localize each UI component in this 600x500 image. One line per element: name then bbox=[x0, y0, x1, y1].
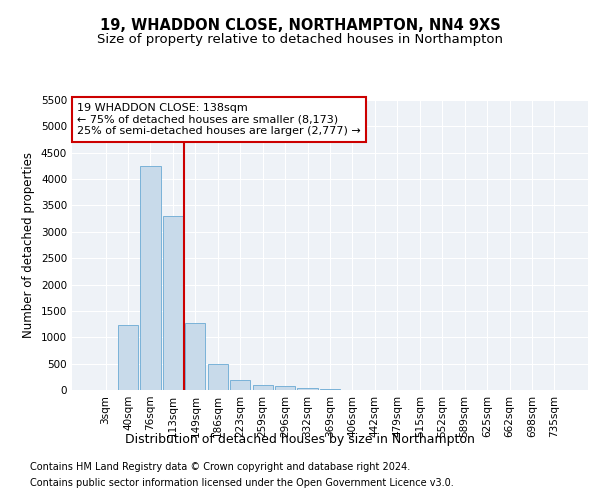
Text: Contains public sector information licensed under the Open Government Licence v3: Contains public sector information licen… bbox=[30, 478, 454, 488]
Bar bbox=[275, 386, 295, 390]
Y-axis label: Number of detached properties: Number of detached properties bbox=[22, 152, 35, 338]
Text: Size of property relative to detached houses in Northampton: Size of property relative to detached ho… bbox=[97, 32, 503, 46]
Bar bbox=[253, 385, 273, 390]
Bar bbox=[140, 166, 161, 390]
Bar bbox=[208, 364, 228, 390]
Bar bbox=[320, 389, 340, 390]
Text: Contains HM Land Registry data © Crown copyright and database right 2024.: Contains HM Land Registry data © Crown c… bbox=[30, 462, 410, 472]
Bar bbox=[298, 388, 317, 390]
Bar bbox=[118, 325, 138, 390]
Bar bbox=[230, 380, 250, 390]
Text: 19, WHADDON CLOSE, NORTHAMPTON, NN4 9XS: 19, WHADDON CLOSE, NORTHAMPTON, NN4 9XS bbox=[100, 18, 500, 32]
Bar bbox=[185, 322, 205, 390]
Text: Distribution of detached houses by size in Northampton: Distribution of detached houses by size … bbox=[125, 432, 475, 446]
Bar bbox=[163, 216, 183, 390]
Text: 19 WHADDON CLOSE: 138sqm
← 75% of detached houses are smaller (8,173)
25% of sem: 19 WHADDON CLOSE: 138sqm ← 75% of detach… bbox=[77, 103, 361, 136]
